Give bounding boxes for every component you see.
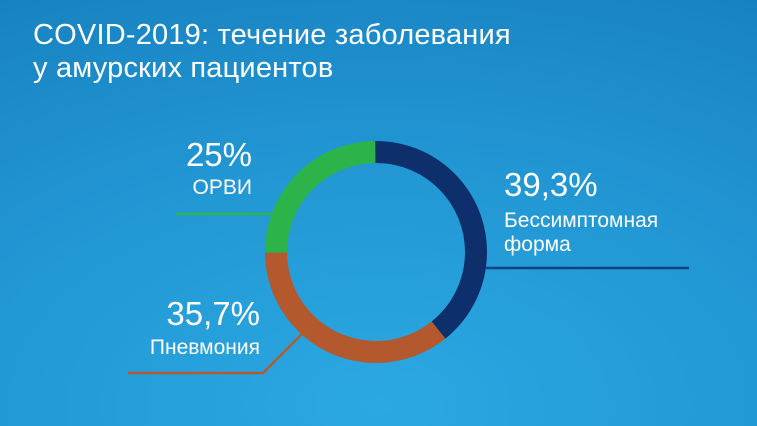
- callout-orvi-percent: 25%: [185, 136, 252, 173]
- slide-title: COVID-2019: течение заболевания у амурск…: [33, 19, 511, 85]
- donut-arcs: [265, 141, 487, 363]
- callout-orvi: 25% ОРВИ: [100, 136, 252, 200]
- donut-segment-2: [265, 141, 487, 363]
- callout-pneumonia: 35,7% Пневмония: [100, 295, 260, 360]
- leader-line-pneumonia: [128, 328, 308, 375]
- callout-pneumonia-percent: 35,7%: [166, 295, 260, 332]
- callout-asymptomatic-percent: 39,3%: [504, 166, 598, 203]
- callout-asymptomatic-label: Бессимптомная форма: [504, 209, 658, 257]
- callout-asymptomatic-label-line1: Бессимптомная: [504, 209, 659, 232]
- donut-segment-1: [265, 141, 487, 363]
- slide-title-line1: COVID-2019: течение заболевания: [33, 19, 511, 51]
- slide-title-line2: у амурских пациентов: [33, 52, 334, 84]
- callout-orvi-label: ОРВИ: [192, 176, 252, 199]
- callout-asymptomatic: 39,3% Бессимптомная форма: [504, 166, 658, 257]
- callout-asymptomatic-label-line2: форма: [504, 233, 571, 256]
- callout-pneumonia-label: Пневмония: [149, 336, 260, 359]
